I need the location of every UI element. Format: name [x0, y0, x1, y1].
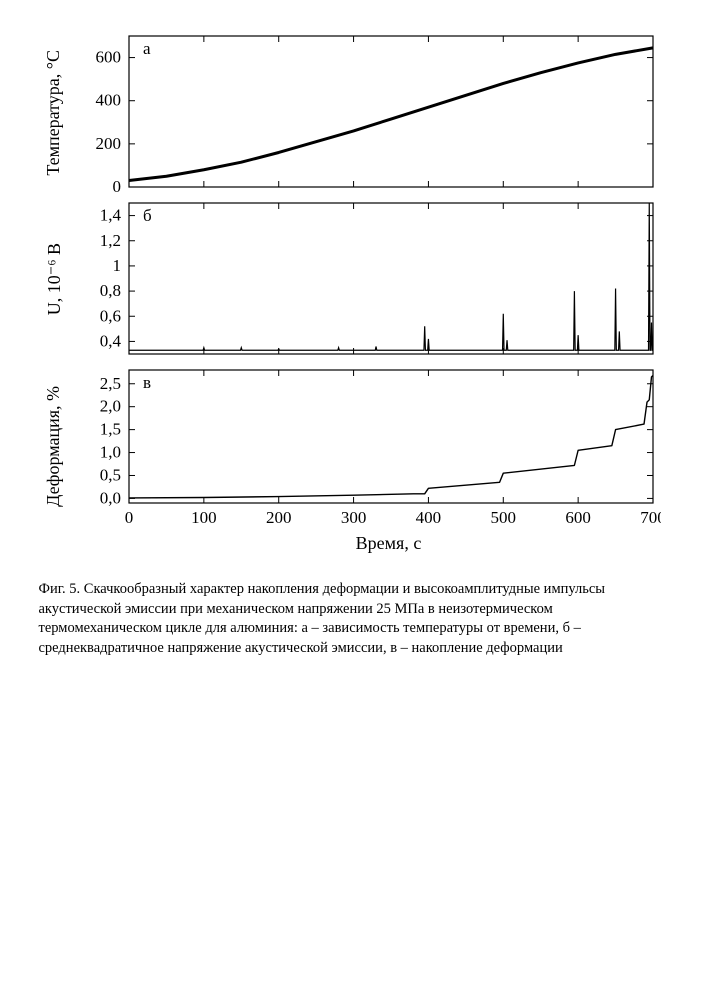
svg-text:700: 700: [640, 508, 661, 527]
panel-b: U, 10⁻⁶ В 0,4 0,6 0,8 1 1,2 1,4 б: [39, 197, 669, 362]
svg-text:600: 600: [95, 48, 121, 67]
svg-text:1,5: 1,5: [99, 420, 120, 439]
panel-a-plot: 0 200 400 600 а: [71, 30, 661, 195]
svg-text:в: в: [143, 373, 151, 392]
svg-text:2,5: 2,5: [99, 374, 120, 393]
svg-text:0: 0: [124, 508, 133, 527]
svg-text:0,4: 0,4: [99, 331, 121, 350]
panel-c: Деформация, % 0,0 0,5 1,0 1,5 2,0 2,5 0 100 200 3…: [39, 364, 669, 529]
figure-5: Температура, °С 0 200 400 600 а U, 10⁻⁶ В 0,…: [39, 30, 669, 658]
panel-a-ylabel: Температура, °С: [39, 50, 71, 176]
svg-text:400: 400: [415, 508, 441, 527]
svg-text:0: 0: [112, 177, 121, 195]
panel-b-ylabel: U, 10⁻⁶ В: [39, 243, 71, 315]
svg-text:200: 200: [265, 508, 291, 527]
svg-text:500: 500: [490, 508, 516, 527]
figure-caption: Фиг. 5. Скачкообразный характер накоплен…: [39, 580, 659, 658]
svg-text:1,2: 1,2: [99, 231, 120, 250]
panel-a: Температура, °С 0 200 400 600 а: [39, 30, 669, 195]
svg-text:0,6: 0,6: [99, 306, 120, 325]
svg-text:400: 400: [95, 91, 121, 110]
svg-text:0,0: 0,0: [99, 488, 120, 507]
panel-c-ylabel: Деформация, %: [39, 386, 71, 507]
svg-text:б: б: [143, 206, 152, 225]
svg-text:а: а: [143, 39, 151, 58]
x-axis-label: Время, с: [109, 533, 669, 554]
svg-text:0,8: 0,8: [99, 281, 120, 300]
svg-text:2,0: 2,0: [99, 397, 120, 416]
svg-text:100: 100: [191, 508, 217, 527]
svg-text:1,4: 1,4: [99, 206, 121, 225]
svg-text:1,0: 1,0: [99, 443, 120, 462]
svg-text:0,5: 0,5: [99, 465, 120, 484]
svg-text:300: 300: [340, 508, 366, 527]
svg-text:200: 200: [95, 134, 121, 153]
svg-text:1: 1: [112, 256, 121, 275]
panel-b-plot: 0,4 0,6 0,8 1 1,2 1,4 б: [71, 197, 661, 362]
panel-c-plot: 0,0 0,5 1,0 1,5 2,0 2,5 0 100 200 300 400 500 600 700…: [71, 364, 661, 529]
svg-text:600: 600: [565, 508, 591, 527]
